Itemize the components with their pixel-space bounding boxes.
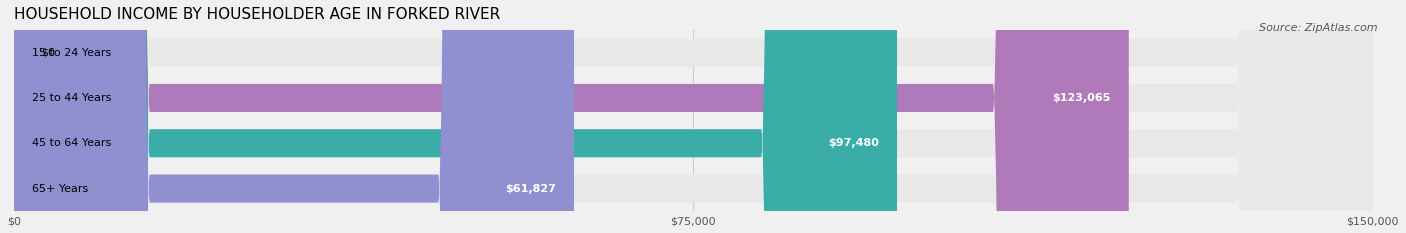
FancyBboxPatch shape	[14, 0, 1372, 233]
Text: HOUSEHOLD INCOME BY HOUSEHOLDER AGE IN FORKED RIVER: HOUSEHOLD INCOME BY HOUSEHOLDER AGE IN F…	[14, 7, 501, 22]
FancyBboxPatch shape	[14, 0, 1129, 233]
FancyBboxPatch shape	[14, 0, 897, 233]
Text: $61,827: $61,827	[505, 184, 555, 194]
Text: 25 to 44 Years: 25 to 44 Years	[32, 93, 111, 103]
Text: 65+ Years: 65+ Years	[32, 184, 89, 194]
Text: $0: $0	[41, 48, 55, 58]
Text: $97,480: $97,480	[828, 138, 879, 148]
Text: 15 to 24 Years: 15 to 24 Years	[32, 48, 111, 58]
FancyBboxPatch shape	[14, 0, 1372, 233]
FancyBboxPatch shape	[14, 0, 1372, 233]
FancyBboxPatch shape	[14, 0, 574, 233]
Text: 45 to 64 Years: 45 to 64 Years	[32, 138, 111, 148]
Text: $123,065: $123,065	[1053, 93, 1111, 103]
Text: Source: ZipAtlas.com: Source: ZipAtlas.com	[1260, 23, 1378, 33]
FancyBboxPatch shape	[14, 0, 1372, 233]
